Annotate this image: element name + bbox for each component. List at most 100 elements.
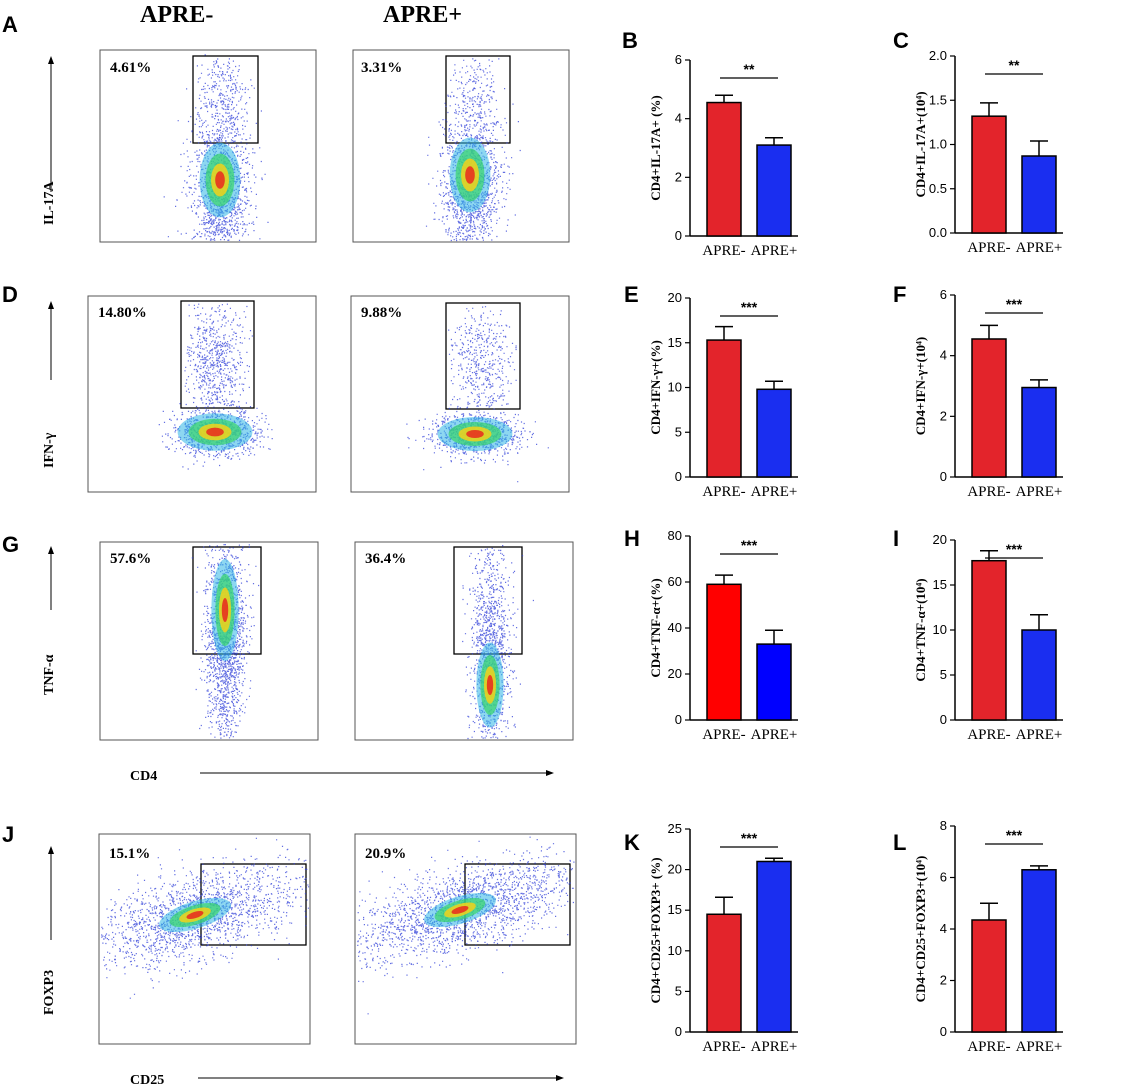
- y-tick-label: 15: [933, 577, 947, 592]
- bar-apreminus: [706, 583, 742, 721]
- category-label: APRE-: [702, 243, 745, 259]
- y-axis-label: CD4+IL-17A+ (%): [648, 95, 663, 200]
- y-axis-label: CD4+IL-17A+(10⁴): [913, 91, 928, 197]
- cloud-tnfa-minus-density-peak: [221, 598, 229, 622]
- y-tick-label: 80: [668, 528, 682, 543]
- bar-chart-k: 0 5 10 15 20 25 CD4+CD25+FOXP3+ (%) APRE- APRE+ *…: [648, 821, 798, 1055]
- cloud-ifng-plus-top-points: [448, 306, 517, 408]
- y-tick-label: 4: [940, 348, 947, 363]
- significance-marker: ***: [1006, 827, 1023, 843]
- y-tick-label: 2: [940, 973, 947, 988]
- cloud-il17a-minus-top: [195, 58, 253, 142]
- y-tick-label: 4: [675, 111, 682, 126]
- panel-letter-e: E: [624, 282, 639, 307]
- bar-apreminus: [706, 339, 742, 478]
- category-label: APRE-: [702, 1039, 745, 1055]
- category-label: APRE+: [751, 243, 798, 259]
- y-tick-label: 1.5: [929, 92, 947, 107]
- bar-chart-b: 0 2 4 6 CD4+IL-17A+ (%) APRE- APRE+ **: [648, 52, 798, 259]
- panel-letters: A B C D E F G H I J K L: [2, 12, 909, 855]
- cloud-tnfa-plus-density-peak: [486, 675, 494, 695]
- cloud-foxp3-plus: [357, 836, 575, 1015]
- row-axis-labels: IL-17A IFN-γ TNF-α FOXP3: [42, 56, 57, 1015]
- cloud-tnfa-plus-points: [462, 545, 534, 740]
- bar-apreplus: [1021, 629, 1057, 721]
- bar-apreplus: [756, 144, 792, 237]
- cloud-ifng-minus-top: [184, 303, 253, 407]
- category-label: APRE+: [1016, 240, 1063, 256]
- y-tick-label: 2.0: [929, 48, 947, 63]
- cloud-il17a-minus-density-peak: [215, 171, 225, 189]
- pct-il17a-minus: 4.61%: [110, 60, 151, 76]
- y-tick-label: 6: [940, 287, 947, 302]
- panel-letter-a: A: [2, 12, 18, 37]
- pct-foxp3-plus: 20.9%: [365, 846, 406, 862]
- row-label-tnfa: TNF-α: [42, 654, 57, 695]
- y-tick-label: 40: [668, 620, 682, 635]
- flow-plots: 4.61% 3.31% 14.80% 9.88% 57.6% 36.4%: [87, 49, 577, 1045]
- y-axis-label: CD4+IFN-γ+(%): [648, 340, 663, 435]
- pct-tnfa-minus: 57.6%: [110, 551, 151, 567]
- bar-apreplus: [756, 388, 792, 478]
- y-tick-label: 4: [940, 921, 947, 936]
- y-tick-label: 20: [668, 862, 682, 877]
- cloud-foxp3-plus-points: [357, 836, 575, 1015]
- y-tick-label: 6: [940, 870, 947, 885]
- bar-chart-e: 0 5 10 15 20 CD4+IFN-γ+(%) APRE- APRE+ ***: [648, 290, 798, 500]
- significance-marker: ***: [741, 299, 758, 315]
- cloud-foxp3-minus-density-peak: [186, 910, 204, 920]
- bar-chart-f: 0 2 4 6 CD4+IFN-γ+(10⁴) APRE- APRE+ ***: [913, 287, 1063, 500]
- y-axis-label: CD4+CD25+FOXP3+(10⁴): [913, 856, 928, 1003]
- bar-apreplus: [1021, 869, 1057, 1033]
- y-tick-label: 0: [675, 1024, 682, 1039]
- category-label: APRE+: [1016, 727, 1063, 743]
- bar-apreminus: [706, 913, 742, 1033]
- y-tick-label: 5: [675, 424, 682, 439]
- gate: [192, 55, 259, 144]
- cloud-foxp3-minus: [101, 837, 310, 999]
- y-tick-label: 5: [940, 667, 947, 682]
- cloud-ifng-minus: [158, 392, 273, 470]
- bar-chart-l: 0 2 4 6 8 CD4+CD25+FOXP3+(10⁴) APRE- APRE+ ***: [913, 818, 1063, 1055]
- cloud-ifng-plus-top: [448, 306, 517, 408]
- y-tick-label: 0: [675, 469, 682, 484]
- bar-apreplus: [756, 860, 792, 1033]
- bar-apreminus: [971, 338, 1007, 478]
- y-tick-label: 20: [933, 532, 947, 547]
- panel-letter-j: J: [2, 822, 14, 847]
- panel-letter-f: F: [893, 282, 906, 307]
- x-label-cd4: CD4: [130, 769, 157, 784]
- significance-marker: ***: [1006, 296, 1023, 312]
- category-label: APRE+: [1016, 484, 1063, 500]
- flow-plot-tnfa-minus: 57.6%: [99, 541, 319, 741]
- y-axis-label: CD4+TNF-α+(10⁴): [913, 578, 928, 681]
- pct-tnfa-plus: 36.4%: [365, 551, 406, 567]
- significance-marker: ***: [741, 830, 758, 846]
- y-tick-label: 6: [675, 52, 682, 67]
- significance-marker: **: [744, 61, 755, 77]
- flow-plot-tnfa-plus: 36.4%: [354, 541, 574, 741]
- category-label: APRE+: [751, 1039, 798, 1055]
- cloud-tnfa-plus: [462, 545, 534, 740]
- cloud-il17a-plus: [425, 65, 521, 242]
- category-label: APRE-: [702, 727, 745, 743]
- y-tick-label: 0: [675, 712, 682, 727]
- category-label: APRE+: [751, 727, 798, 743]
- significance-marker: ***: [1006, 541, 1023, 557]
- x-label-cd25: CD25: [130, 1073, 164, 1088]
- panel-letter-g: G: [2, 532, 19, 557]
- y-tick-label: 25: [668, 821, 682, 836]
- significance-marker: **: [1009, 57, 1020, 73]
- bar-apreminus: [971, 919, 1007, 1033]
- y-tick-label: 20: [668, 666, 682, 681]
- y-tick-label: 0.0: [929, 225, 947, 240]
- y-tick-label: 0: [675, 228, 682, 243]
- y-tick-label: 2: [675, 169, 682, 184]
- flow-plot-il17a-minus: 4.61%: [99, 49, 317, 243]
- cloud-ifng-minus-top-points: [184, 303, 253, 407]
- y-tick-label: 20: [668, 290, 682, 305]
- panel-letter-b: B: [622, 28, 638, 53]
- flow-plot-il17a-plus: 3.31%: [352, 49, 570, 243]
- y-axis-label: CD4+IFN-γ+(10⁴): [913, 337, 928, 435]
